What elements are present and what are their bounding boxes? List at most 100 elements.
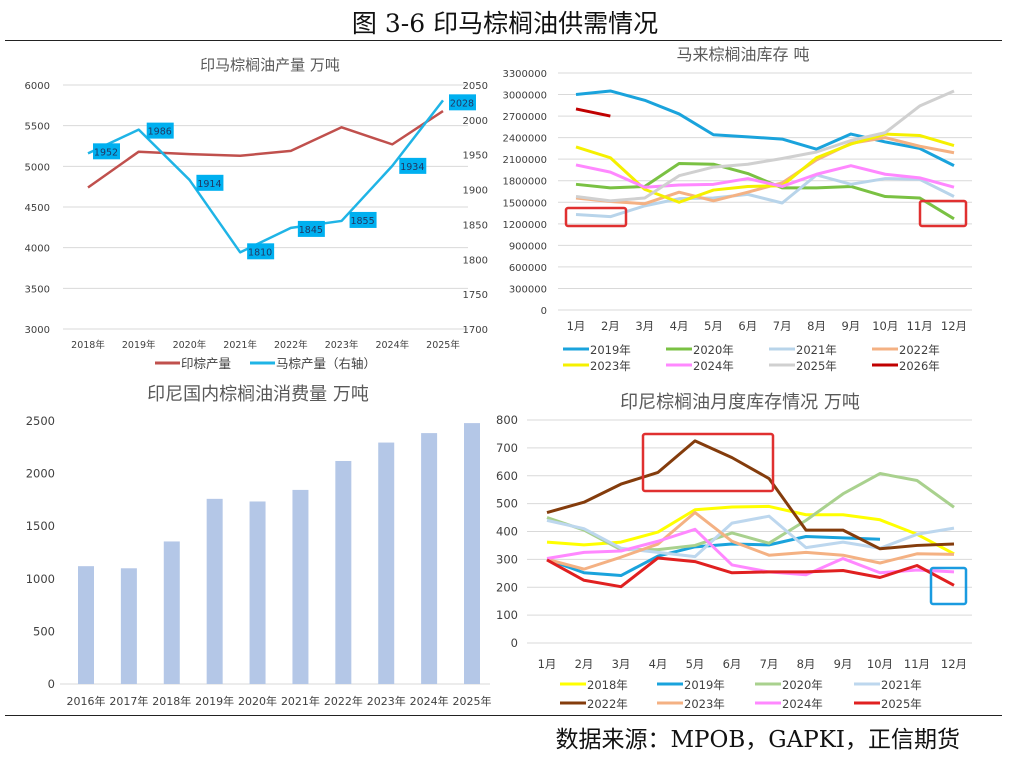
x-tick-label: 10月 <box>867 657 893 671</box>
x-tick-label: 2月 <box>601 319 620 333</box>
data-label: 2028 <box>450 98 474 109</box>
series-line-2025年 <box>575 89 955 203</box>
legend-label: 2020年 <box>693 343 734 357</box>
y-tick-label: 300 <box>496 552 518 566</box>
data-label-box <box>449 94 476 111</box>
chart-malaysia-stocks: 马来棕榈油库存 吨 0 300000 600000 900000 1200000 15000… <box>502 45 972 373</box>
y-tick-label: 3000000 <box>502 91 547 102</box>
data-label-box <box>349 211 377 228</box>
x-tick-label: 7月 <box>760 657 779 671</box>
bar <box>292 489 309 684</box>
x-tick-label: 2018年 <box>71 339 105 351</box>
x-tick-label: 2017年 <box>109 694 148 708</box>
y-tick-label: 5500 <box>25 122 50 133</box>
top-divider <box>5 40 1002 41</box>
y-tick-label: 2700000 <box>502 112 547 123</box>
highlight-box <box>918 199 968 228</box>
legend-label: 2024年 <box>693 359 734 373</box>
y-tick-label: 900000 <box>509 241 547 252</box>
legend-label: 2019年 <box>590 343 631 357</box>
legend-label: 2025年 <box>881 697 922 711</box>
series-line-2019年 <box>575 89 955 167</box>
highlight-box <box>564 206 628 228</box>
data-label-box <box>399 157 427 174</box>
x-tick-label: 2025年 <box>426 339 460 351</box>
x-tick-label: 2018年 <box>152 694 191 708</box>
y-tick-label: 2500 <box>26 414 55 428</box>
bar <box>120 568 137 684</box>
legend-label: 2023年 <box>590 359 631 373</box>
x-tick-label: 4月 <box>670 319 689 333</box>
x-tick-label: 1月 <box>567 319 586 333</box>
x-tick-label: 7月 <box>773 319 792 333</box>
series-line-2022年 <box>575 136 955 206</box>
x-tick-label: 2022年 <box>274 339 308 351</box>
x-tick-label: 2019年 <box>195 694 234 708</box>
bottom-divider <box>5 715 1002 716</box>
data-label-box <box>93 143 120 160</box>
bar <box>378 442 395 684</box>
y-tick-label: 4000 <box>25 244 50 255</box>
data-label: 1914 <box>197 179 221 190</box>
y-tick-label: 3000 <box>25 325 50 336</box>
x-tick-label: 10月 <box>872 319 898 333</box>
y-tick-label: 6000 <box>25 81 50 92</box>
bar <box>78 566 94 684</box>
y-tick-label: 0 <box>48 677 55 691</box>
legend-label: 2026年 <box>899 359 940 373</box>
bar <box>464 423 480 684</box>
y-tick-label: 400 <box>496 525 518 539</box>
x-tick-label: 11月 <box>907 319 933 333</box>
highlight-box <box>641 432 775 493</box>
legend-label: 2020年 <box>782 678 823 692</box>
y-tick-label: 2100000 <box>502 155 547 166</box>
legend-label: 2021年 <box>881 678 922 692</box>
x-tick-label: 2021年 <box>281 694 320 708</box>
x-tick-label: 2023年 <box>367 694 406 708</box>
y-tick-label: 1200000 <box>502 220 547 231</box>
y-tick-label: 100 <box>496 608 518 622</box>
x-tick-label: 2019年 <box>122 339 156 351</box>
x-tick-label: 2016年 <box>67 694 106 708</box>
data-label: 1855 <box>350 216 374 227</box>
series-line-2022年 <box>546 439 955 551</box>
y-tick-label: 500 <box>33 624 55 638</box>
y-tick-label: 600 <box>496 469 518 483</box>
series-line-2021年 <box>546 514 955 559</box>
data-source: 数据来源：MPOB，GAPKI，正信期货 <box>555 727 960 753</box>
series-line-2023年 <box>546 511 955 571</box>
y-tick-label: 1500 <box>26 519 55 533</box>
x-tick-label: 2023年 <box>325 339 359 351</box>
y-tick-label: 1800000 <box>502 177 547 188</box>
x-tick-label: 2020年 <box>173 339 207 351</box>
legend-label: 2019年 <box>684 678 725 692</box>
chart-malaysia-indonesia-production: 印马棕榈油产量 万吨 3000 3500 4000 4500 5000 5500 6000 17… <box>25 56 488 371</box>
figure-title: 图 3-6 印马棕榈油供需情况 <box>351 9 659 38</box>
y-tick-label: 800 <box>496 413 518 427</box>
series-line-2021年 <box>575 173 955 219</box>
x-tick-label: 2025年 <box>453 694 492 708</box>
chart-title: 马来棕榈油库存 吨 <box>676 45 809 64</box>
y2-tick-label: 1850 <box>463 220 488 231</box>
data-label-box <box>146 122 174 139</box>
series-line-2026年 <box>575 107 611 118</box>
bar <box>421 433 438 684</box>
series-line-2018年 <box>546 504 955 556</box>
highlight-box <box>929 566 968 606</box>
legend-label: 2025年 <box>796 359 837 373</box>
x-tick-label: 11月 <box>904 657 930 671</box>
x-tick-label: 1月 <box>538 657 557 671</box>
x-tick-label: 5月 <box>686 657 705 671</box>
x-tick-label: 9月 <box>841 319 860 333</box>
data-label: 1934 <box>400 162 424 173</box>
y2-tick-label: 1950 <box>463 151 488 162</box>
legend-label: 2023年 <box>684 697 725 711</box>
data-label-box <box>247 243 275 260</box>
y2-tick-label: 2000 <box>463 116 488 127</box>
y-tick-label: 500 <box>496 497 518 511</box>
x-tick-label: 2024年 <box>375 339 409 351</box>
y-tick-label: 2400000 <box>502 134 547 145</box>
chart-title: 印马棕榈油产量 万吨 <box>200 56 340 74</box>
data-label-box <box>297 220 325 237</box>
